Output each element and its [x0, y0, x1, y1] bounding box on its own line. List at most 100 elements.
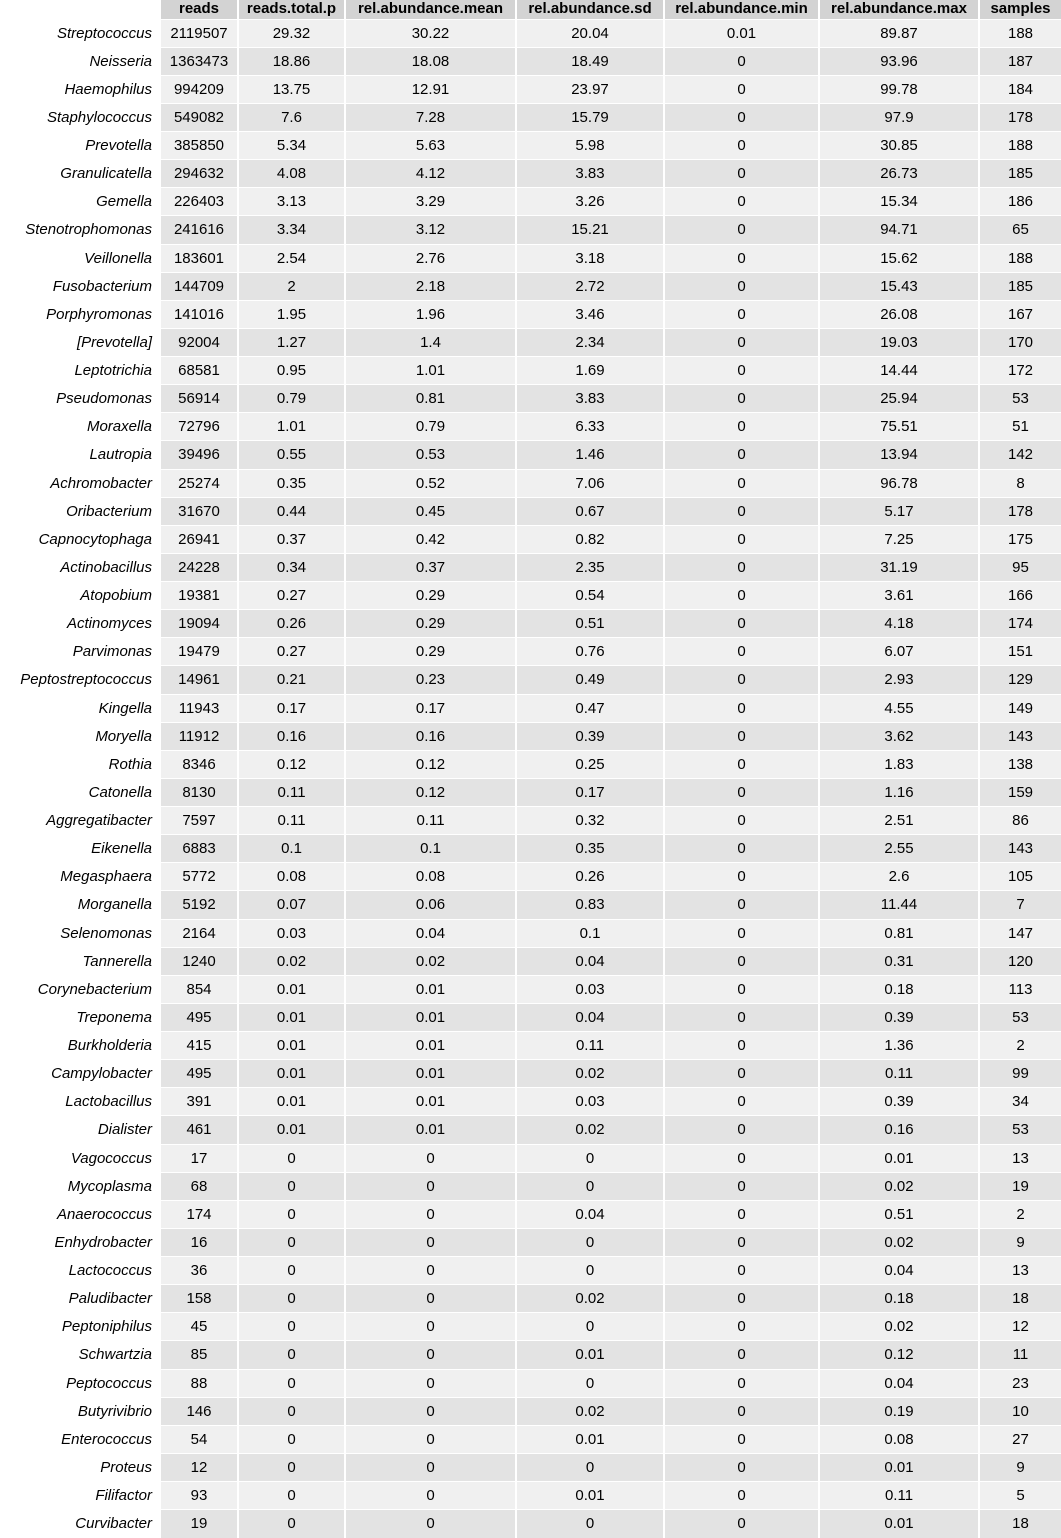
row-genus-name: Capnocytophaga [0, 524, 160, 554]
cell-rel-abundance-min: 0 [663, 1087, 819, 1116]
cell-rel-abundance-sd: 0.02 [515, 1115, 664, 1144]
cell-reads: 19 [159, 1509, 238, 1538]
cell-rel-abundance-min: 0 [663, 1424, 819, 1454]
cell-rel-abundance-min: 0 [663, 834, 819, 863]
cell-rel-abundance-min: 0 [663, 1509, 819, 1538]
cell-rel-abundance-mean: 0 [344, 1368, 516, 1398]
cell-samples: 10 [978, 1396, 1061, 1426]
row-genus-name: Veillonella [0, 243, 160, 273]
cell-reads-total-p: 0.01 [237, 1115, 345, 1144]
row-genus-name: Fusobacterium [0, 271, 160, 301]
row-genus-name: Moraxella [0, 412, 160, 441]
cell-rel-abundance-sd: 3.46 [515, 299, 664, 329]
cell-reads: 14961 [159, 665, 238, 694]
table-row: Neisseria 1363473 18.86 18.08 18.49 0 93.96 187 [0, 46, 1061, 76]
cell-samples: 95 [978, 552, 1061, 582]
cell-rel-abundance-max: 2.6 [818, 862, 979, 891]
cell-samples: 186 [978, 187, 1061, 216]
cell-reads: 54 [159, 1424, 238, 1454]
cell-rel-abundance-min: 0 [663, 637, 819, 666]
cell-rel-abundance-sd: 0.49 [515, 665, 664, 694]
cell-reads-total-p: 3.13 [237, 187, 345, 216]
cell-reads-total-p: 0 [237, 1424, 345, 1454]
cell-rel-abundance-max: 0.11 [818, 1059, 979, 1088]
table-row: Peptoniphilus 45 0 0 0 0 0.02 12 [0, 1312, 1061, 1341]
cell-rel-abundance-min: 0 [663, 946, 819, 976]
cell-reads-total-p: 0 [237, 1199, 345, 1229]
cell-rel-abundance-mean: 0 [344, 1312, 516, 1341]
cell-reads: 88 [159, 1368, 238, 1398]
column-header-reads-total-p: reads.total.p [237, 0, 345, 19]
row-genus-name: Anaerococcus [0, 1199, 160, 1229]
cell-rel-abundance-max: 2.93 [818, 665, 979, 694]
column-header-rel-abundance-min: rel.abundance.min [663, 0, 819, 19]
cell-reads-total-p: 0.01 [237, 1002, 345, 1032]
cell-rel-abundance-max: 0.16 [818, 1115, 979, 1144]
cell-rel-abundance-mean: 0.52 [344, 468, 516, 498]
cell-reads: 85 [159, 1340, 238, 1369]
cell-reads: 415 [159, 1030, 238, 1060]
cell-reads: 11912 [159, 721, 238, 751]
cell-reads: 1240 [159, 946, 238, 976]
table-row: Actinobacillus 24228 0.34 0.37 2.35 0 31.19 95 [0, 552, 1061, 582]
cell-rel-abundance-mean: 5.63 [344, 130, 516, 160]
cell-samples: 53 [978, 384, 1061, 413]
cell-reads-total-p: 18.86 [237, 46, 345, 76]
cell-rel-abundance-max: 94.71 [818, 215, 979, 244]
column-header-rel-abundance-max: rel.abundance.max [818, 0, 979, 19]
table-row: Curvibacter 19 0 0 0 0 0.01 18 [0, 1509, 1061, 1538]
cell-rel-abundance-max: 0.01 [818, 1143, 979, 1173]
table-row: Burkholderia 415 0.01 0.01 0.11 0 1.36 2 [0, 1030, 1061, 1060]
cell-rel-abundance-mean: 0.45 [344, 496, 516, 526]
cell-rel-abundance-sd: 0.83 [515, 890, 664, 919]
cell-rel-abundance-sd: 0.25 [515, 749, 664, 779]
cell-reads-total-p: 0 [237, 1396, 345, 1426]
cell-rel-abundance-max: 30.85 [818, 130, 979, 160]
table-row: Dialister 461 0.01 0.01 0.02 0 0.16 53 [0, 1115, 1061, 1144]
row-genus-name: Gemella [0, 187, 160, 216]
cell-rel-abundance-max: 6.07 [818, 637, 979, 666]
cell-samples: 8 [978, 468, 1061, 498]
cell-rel-abundance-sd: 0.39 [515, 721, 664, 751]
cell-rel-abundance-max: 0.51 [818, 1199, 979, 1229]
cell-reads: 549082 [159, 102, 238, 132]
cell-rel-abundance-sd: 6.33 [515, 412, 664, 441]
cell-rel-abundance-max: 93.96 [818, 46, 979, 76]
cell-rel-abundance-mean: 0 [344, 1509, 516, 1538]
cell-reads: 24228 [159, 552, 238, 582]
cell-reads-total-p: 3.34 [237, 215, 345, 244]
cell-rel-abundance-sd: 2.34 [515, 327, 664, 357]
table-row: Parvimonas 19479 0.27 0.29 0.76 0 6.07 151 [0, 637, 1061, 666]
table-row: Catonella 8130 0.11 0.12 0.17 0 1.16 159 [0, 777, 1061, 807]
cell-rel-abundance-mean: 0.29 [344, 609, 516, 638]
row-genus-name: Morganella [0, 890, 160, 919]
cell-reads-total-p: 0.26 [237, 609, 345, 638]
cell-rel-abundance-mean: 0.81 [344, 384, 516, 413]
cell-rel-abundance-sd: 0.26 [515, 862, 664, 891]
cell-reads-total-p: 0 [237, 1340, 345, 1369]
cell-rel-abundance-sd: 3.83 [515, 384, 664, 413]
row-genus-name: Streptococcus [0, 18, 160, 48]
cell-rel-abundance-max: 2.55 [818, 834, 979, 863]
cell-rel-abundance-min: 0 [663, 918, 819, 948]
cell-samples: 120 [978, 946, 1061, 976]
row-genus-name: Vagococcus [0, 1143, 160, 1173]
cell-rel-abundance-mean: 0.16 [344, 721, 516, 751]
cell-rel-abundance-min: 0 [663, 1255, 819, 1285]
cell-rel-abundance-mean: 0.01 [344, 1030, 516, 1060]
cell-rel-abundance-max: 1.16 [818, 777, 979, 807]
cell-rel-abundance-max: 13.94 [818, 440, 979, 469]
cell-samples: 188 [978, 130, 1061, 160]
table-row: Mycoplasma 68 0 0 0 0 0.02 19 [0, 1171, 1061, 1201]
cell-rel-abundance-mean: 0.01 [344, 1115, 516, 1144]
table-row: Streptococcus 2119507 29.32 30.22 20.04 0.01 8… [0, 18, 1061, 48]
cell-rel-abundance-sd: 5.98 [515, 130, 664, 160]
cell-reads: 174 [159, 1199, 238, 1229]
cell-rel-abundance-min: 0 [663, 496, 819, 526]
cell-reads: 7597 [159, 805, 238, 835]
cell-rel-abundance-max: 0.11 [818, 1480, 979, 1510]
table-row: Peptostreptococcus 14961 0.21 0.23 0.49 0 2.93… [0, 665, 1061, 694]
cell-samples: 187 [978, 46, 1061, 76]
cell-reads: 461 [159, 1115, 238, 1144]
